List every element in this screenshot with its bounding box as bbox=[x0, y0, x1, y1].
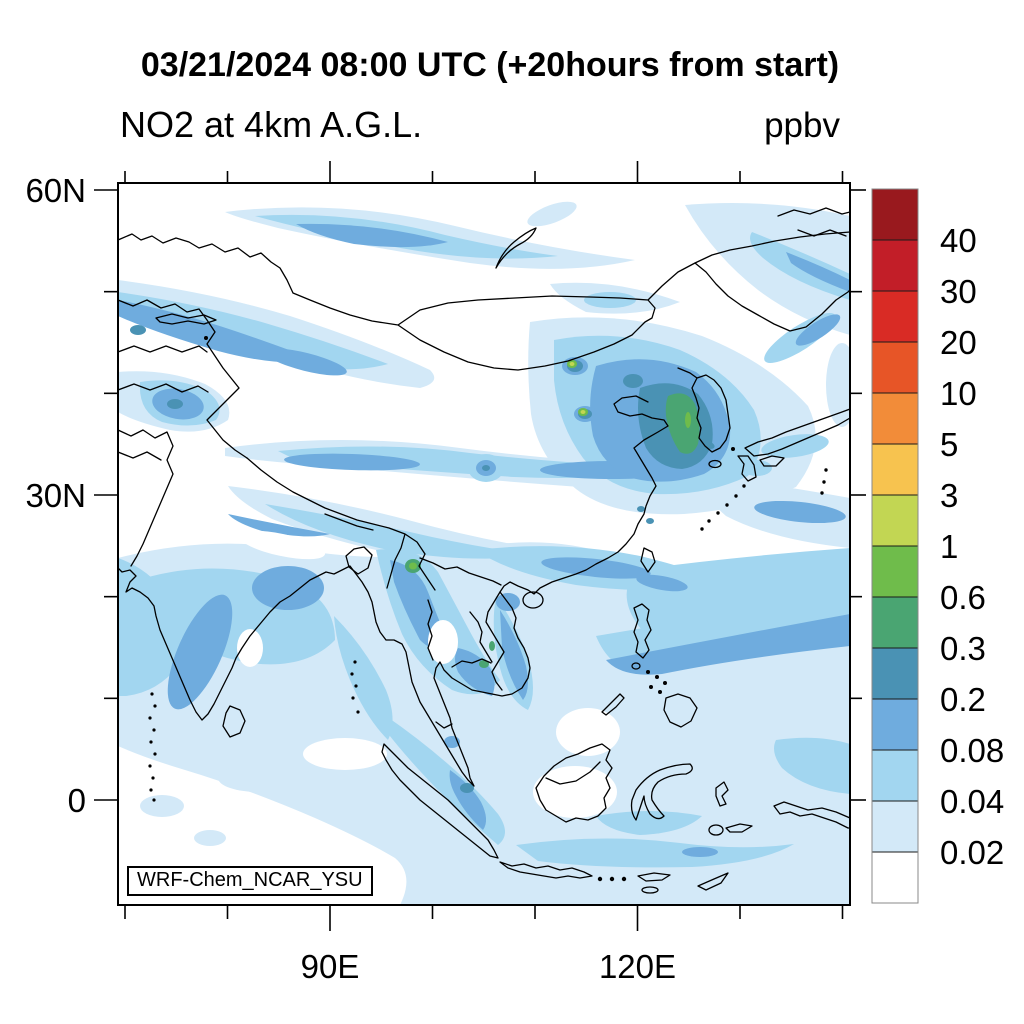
korea bbox=[677, 367, 731, 453]
sumba bbox=[641, 886, 659, 894]
sumatra bbox=[381, 743, 499, 859]
y-axis-tick-label: 60N bbox=[25, 172, 86, 209]
new-guinea bbox=[773, 801, 850, 829]
colorbar-cell bbox=[871, 443, 919, 496]
colorbar: 0.02 0.04 0.08 0.2 0.3 0.6 1 3 5 10 20 30 40 bbox=[871, 188, 1004, 904]
colorbar-outline bbox=[871, 188, 919, 904]
philippines bbox=[601, 603, 698, 728]
lake-baikal bbox=[495, 227, 537, 269]
x-axis-tick-label: 90E bbox=[301, 948, 360, 985]
colorbar-cell bbox=[871, 647, 919, 700]
japan bbox=[737, 408, 850, 482]
units-label: ppbv bbox=[764, 106, 840, 145]
colorbar-cell bbox=[871, 596, 919, 649]
map-frame bbox=[117, 182, 851, 906]
colorbar-tick-label: 0.3 bbox=[940, 630, 986, 667]
small-islands bbox=[148, 336, 828, 882]
south-asia-borders bbox=[118, 429, 436, 591]
colorbar-cell bbox=[871, 188, 919, 241]
variable-title: NO2 at 4km A.G.L. bbox=[120, 104, 423, 145]
x-axis-tick-label: 120E bbox=[599, 948, 676, 985]
y-axis-tick-label: 0 bbox=[68, 782, 86, 819]
colorbar-cell bbox=[871, 545, 919, 598]
colorbar-tick-label: 40 bbox=[940, 222, 977, 259]
colorbar-tick-label: 5 bbox=[940, 426, 958, 463]
model-config-label: WRF-Chem_NCAR_YSU bbox=[127, 866, 373, 896]
colorbar-cell bbox=[871, 800, 919, 853]
colorbar-cell bbox=[871, 392, 919, 445]
colorbar-tick-label: 0.08 bbox=[940, 732, 1004, 769]
sulawesi bbox=[630, 763, 693, 821]
colorbar-tick-label: 0.04 bbox=[940, 783, 1004, 820]
axis-tick-labels: 90E 120E 60N 30N 0 bbox=[25, 172, 676, 985]
colorbar-tick-label: 10 bbox=[940, 375, 977, 412]
asia-mainland-coast bbox=[118, 395, 669, 787]
coastline-layer bbox=[118, 207, 850, 894]
sri-lanka bbox=[222, 705, 246, 738]
jeju-island bbox=[708, 459, 722, 469]
mindoro bbox=[631, 662, 641, 670]
indochina-borders bbox=[419, 557, 505, 729]
plot-title: 03/21/2024 08:00 UTC (+20hours from star… bbox=[140, 46, 840, 84]
lesser-sunda bbox=[637, 872, 729, 891]
hainan bbox=[522, 591, 544, 609]
moluccas bbox=[715, 781, 753, 833]
axis-ticks bbox=[94, 161, 866, 931]
north-borders bbox=[118, 231, 850, 371]
taiwan bbox=[640, 547, 656, 573]
colorbar-tick-label: 0.6 bbox=[940, 579, 986, 616]
borneo bbox=[535, 743, 613, 823]
colorbar-cell bbox=[871, 851, 919, 904]
colorbar-tick-label: 1 bbox=[940, 528, 958, 565]
okhotsk-coast bbox=[777, 207, 850, 237]
buru bbox=[708, 824, 724, 836]
colorbar-cell bbox=[871, 239, 919, 292]
colorbar-tick-label: 30 bbox=[940, 273, 977, 310]
colorbar-cell bbox=[871, 341, 919, 394]
central-asia-borders bbox=[118, 299, 248, 459]
colorbar-cell bbox=[871, 290, 919, 343]
colorbar-tick-label: 20 bbox=[940, 324, 977, 361]
colorbar-cell bbox=[871, 494, 919, 547]
java bbox=[499, 861, 593, 879]
colorbar-cell bbox=[871, 749, 919, 802]
contour-layer bbox=[118, 201, 850, 905]
colorbar-tick-label: 0.2 bbox=[940, 681, 986, 718]
bangladesh-border bbox=[345, 546, 373, 575]
colorbar-cell bbox=[871, 698, 919, 751]
colorbar-tick-label: 0.02 bbox=[940, 834, 1004, 871]
y-axis-tick-label: 30N bbox=[25, 477, 86, 514]
colorbar-tick-label: 3 bbox=[940, 477, 958, 514]
